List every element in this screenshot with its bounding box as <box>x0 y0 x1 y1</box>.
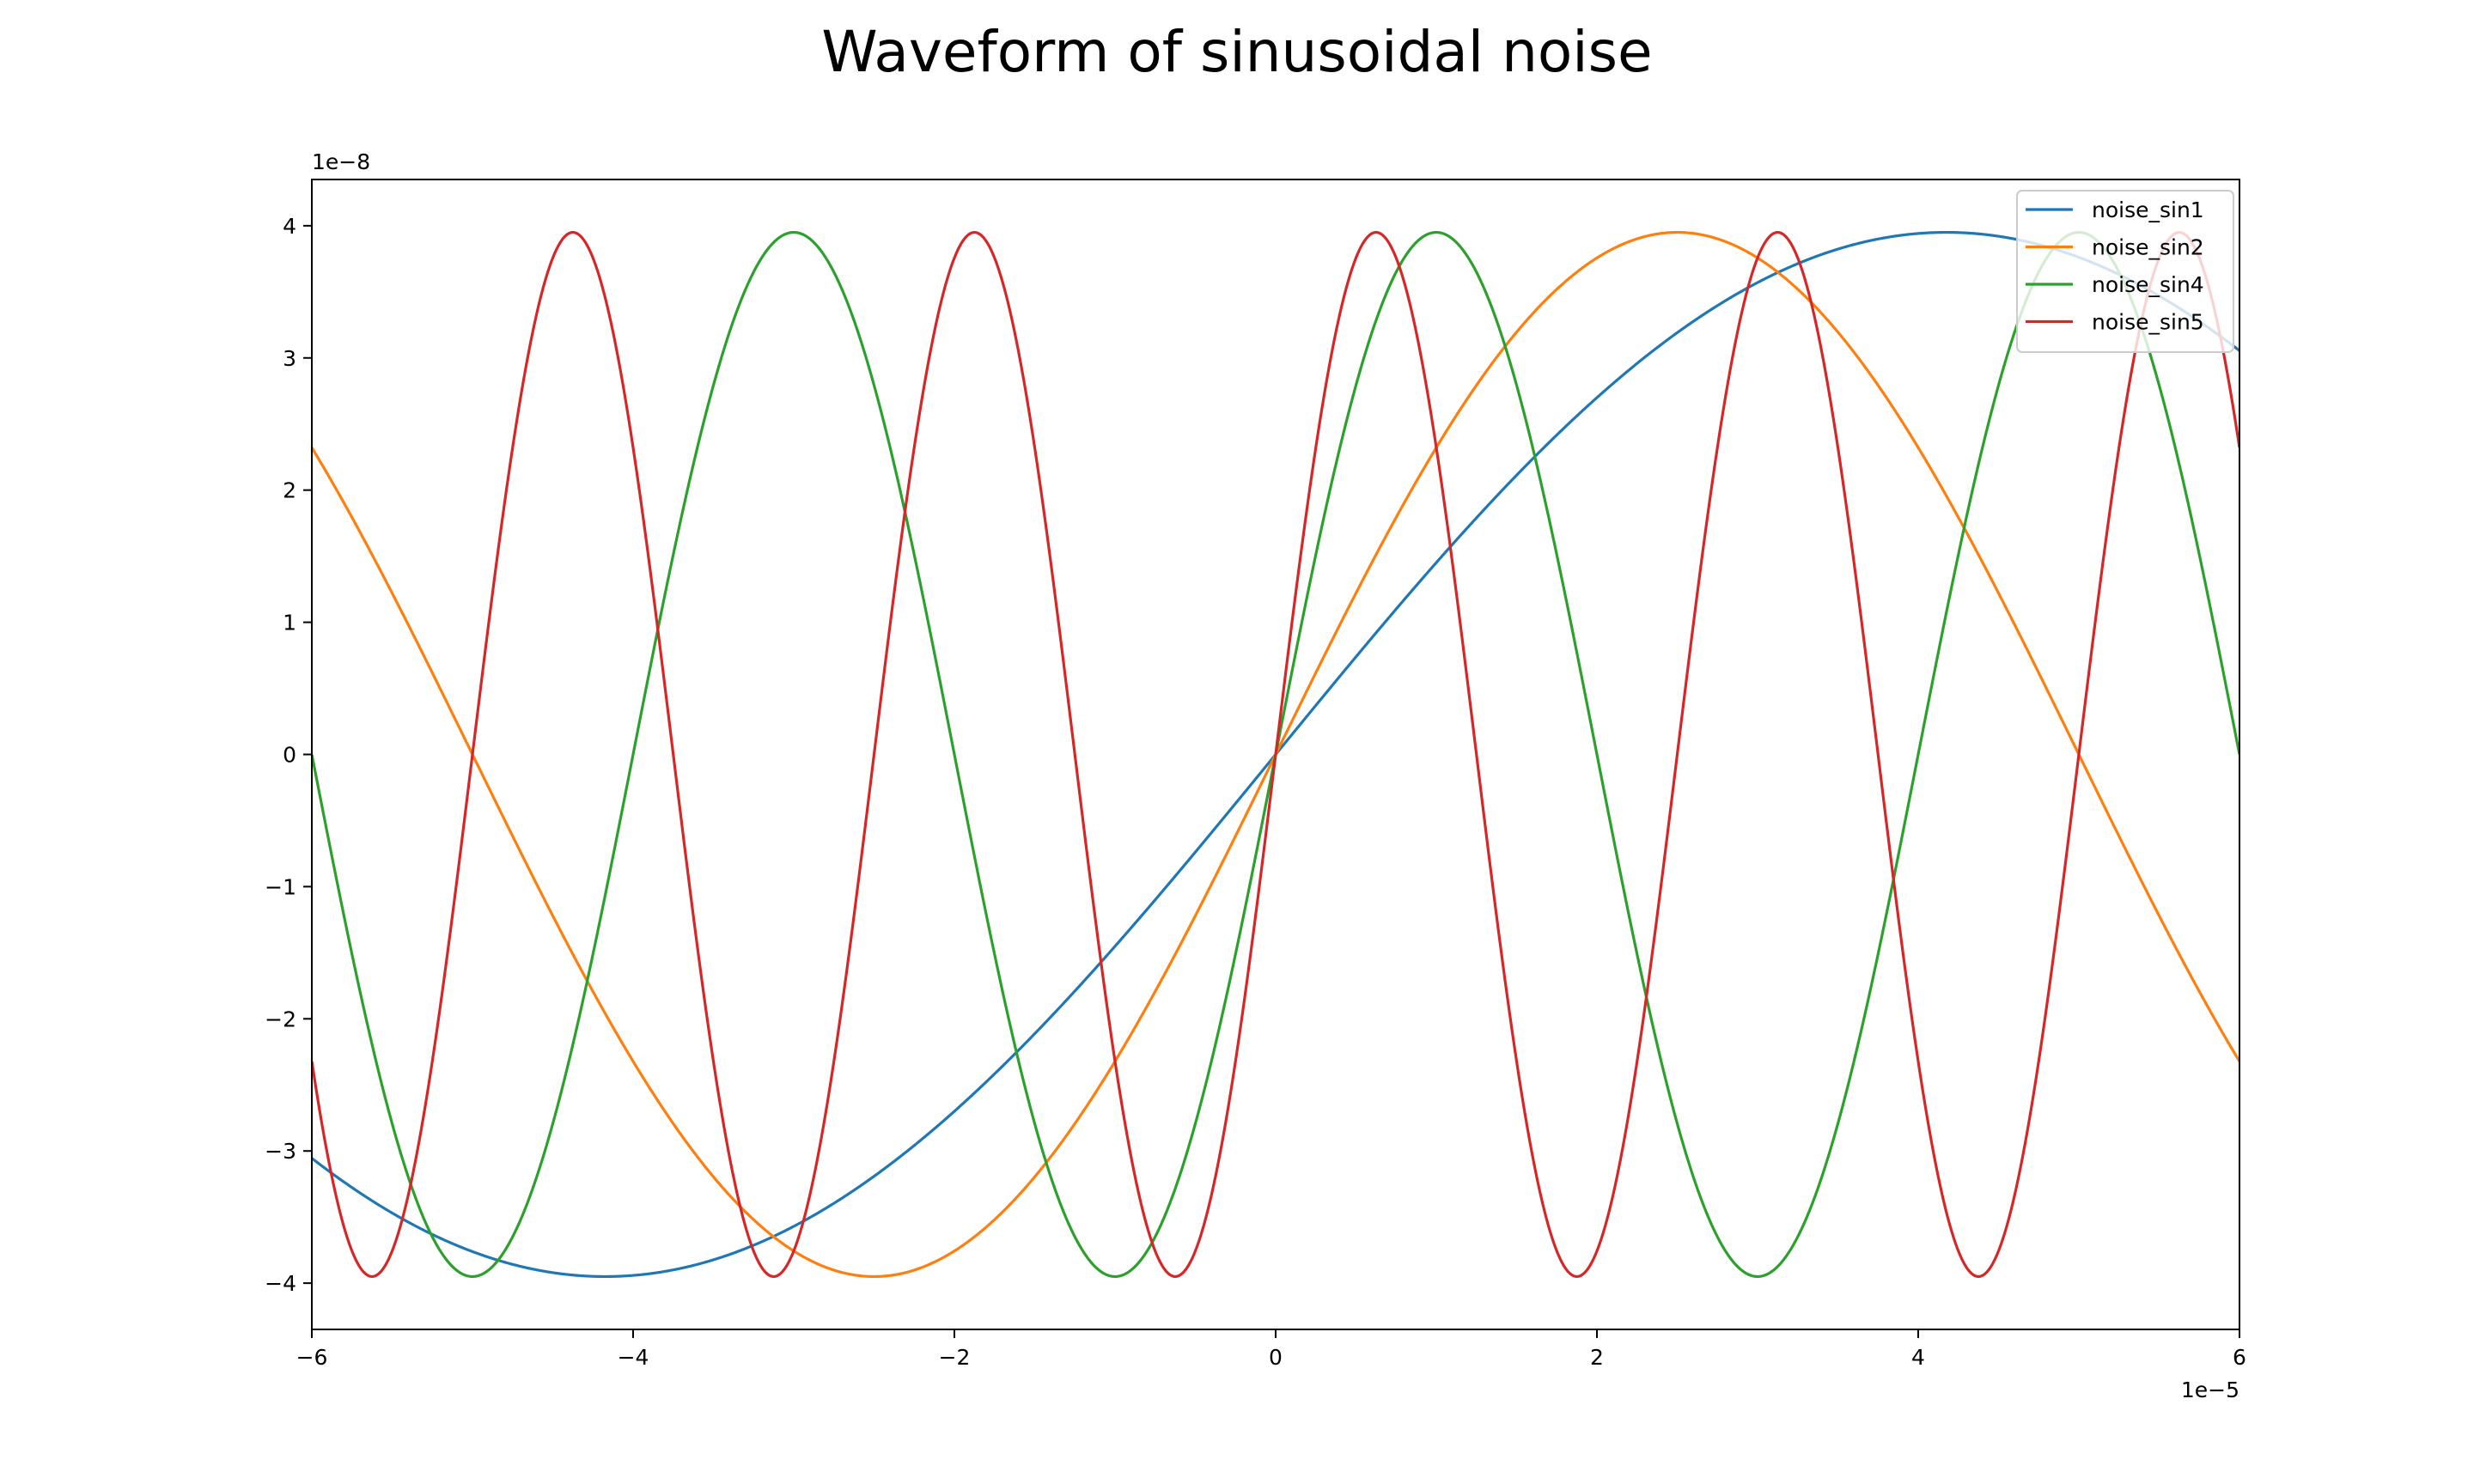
legend-item-noise_sin2: noise_sin2 <box>2026 235 2204 260</box>
y-tick-label: −4 <box>265 1271 296 1296</box>
y-tick-label: 0 <box>283 743 296 768</box>
y-axis: −4 −3 −2 −1 0 1 2 3 4 <box>265 214 312 1296</box>
y-tick-label: 2 <box>283 478 296 503</box>
legend-item-noise_sin4: noise_sin4 <box>2026 272 2204 297</box>
legend: noise_sin1 noise_sin2 noise_sin4 noise_sin5 <box>2016 190 2234 353</box>
legend-item-noise_sin1: noise_sin1 <box>2026 198 2204 222</box>
x-tick-label: 0 <box>1269 1345 1283 1370</box>
y-tick-label: 3 <box>283 346 296 371</box>
legend-label: noise_sin1 <box>2092 198 2204 222</box>
y-tick-label: −3 <box>265 1139 296 1164</box>
x-tick-label: −6 <box>296 1345 328 1370</box>
x-tick-label: 2 <box>1590 1345 1604 1370</box>
legend-box <box>2016 190 2234 353</box>
legend-label: noise_sin4 <box>2092 272 2204 297</box>
y-tick-label: −1 <box>265 874 296 899</box>
y-tick-label: 1 <box>283 611 296 636</box>
legend-item-noise_sin5: noise_sin5 <box>2026 310 2204 335</box>
y-tick-label: 4 <box>283 214 296 239</box>
x-tick-label: 6 <box>2233 1345 2246 1370</box>
series-line-noise_sin5 <box>312 230 2239 1279</box>
series-layer <box>312 230 2239 1279</box>
y-axis-offset-label: 1e−8 <box>312 149 370 174</box>
x-tick-label: −2 <box>939 1345 971 1370</box>
x-axis-offset-label: 1e−5 <box>2181 1378 2239 1402</box>
legend-label: noise_sin5 <box>2092 310 2204 335</box>
x-tick-label: 4 <box>1911 1345 1925 1370</box>
y-tick-label: −2 <box>265 1007 296 1031</box>
chart-title: Waveform of sinusoidal noise <box>821 19 1653 85</box>
legend-label: noise_sin2 <box>2092 235 2204 260</box>
x-axis: −6 −4 −2 0 2 4 6 <box>296 1329 2246 1370</box>
x-tick-label: −4 <box>618 1345 649 1370</box>
